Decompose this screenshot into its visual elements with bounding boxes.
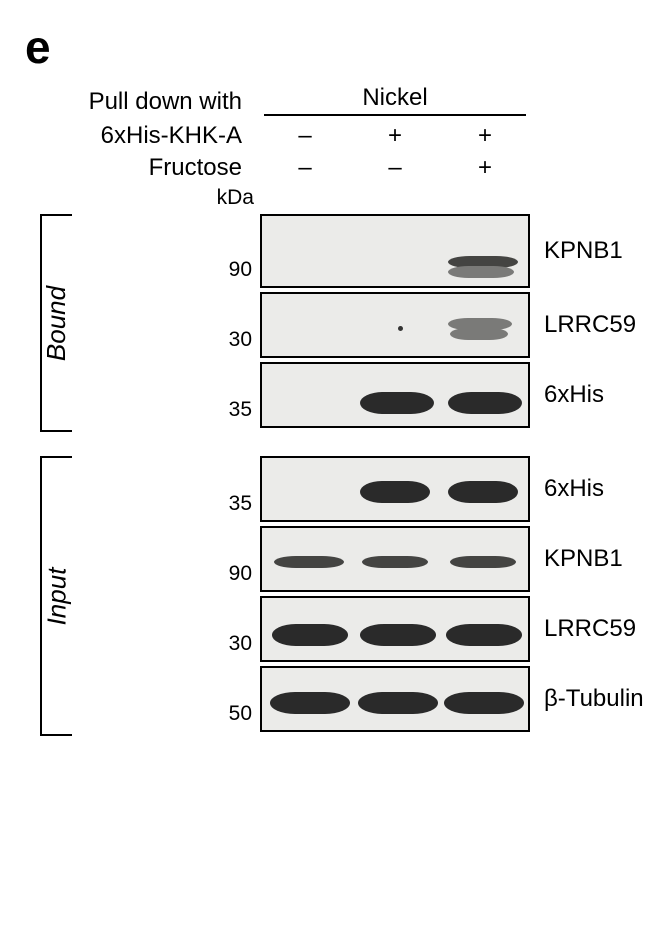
band [360,481,430,503]
blot-section-input: Input356xHis90KPNB130LRRC5950β-Tubulin [20,456,630,736]
blot-image [260,666,530,732]
band [450,328,508,340]
kda-label-row: kDa [80,186,630,210]
condition-value: + [440,154,530,182]
band [446,624,522,646]
band [448,392,522,414]
section-label-text: Input [42,567,73,625]
condition-value: – [260,122,350,150]
condition-row-2: Fructose – – + [20,154,630,182]
molecular-weight: 30 [80,328,260,358]
condition-value: + [350,122,440,150]
molecular-weight: 90 [80,562,260,592]
target-label: LRRC59 [530,615,650,643]
band [448,266,514,278]
blot-row: 90 KPNB1 [80,526,650,592]
blot-rows: 35 6xHis 90 KPNB1 30 LRRC59 50 β-Tubulin [80,456,650,736]
blot-section-bound: Bound90KPNB130LRRC59356xHis [20,214,630,432]
band [444,692,524,714]
condition-row-1: 6xHis-KHK-A – + + [20,122,630,150]
section-bracket: Input [40,456,72,736]
speck [398,326,403,331]
target-label: 6xHis [530,475,650,503]
blot-rows: 90 KPNB1 30 LRRC59 35 6xHis [80,214,650,432]
band [360,624,436,646]
figure-panel: e Pull down with Nickel 6xHis-KHK-A – + … [20,20,630,736]
pulldown-label: Pull down with [20,88,260,116]
blot-image [260,596,530,662]
blot-image [260,292,530,358]
band [358,692,438,714]
blot-row: 30 LRRC59 [80,292,650,358]
band [360,392,434,414]
panel-letter: e [25,20,630,74]
blot-row: 30 LRRC59 [80,596,650,662]
section-gap [20,432,630,452]
blot-image [260,214,530,288]
blot-row: 50 β-Tubulin [80,666,650,732]
condition-label: Fructose [20,154,260,182]
molecular-weight: 90 [80,258,260,288]
target-label: LRRC59 [530,311,650,339]
band [450,556,516,568]
band [362,556,428,568]
band [270,692,350,714]
condition-value: – [350,154,440,182]
blot-row: 90 KPNB1 [80,214,650,288]
target-label: 6xHis [530,381,650,409]
blot-image [260,526,530,592]
pulldown-value: Nickel [264,84,526,116]
band [274,556,344,568]
blot-image [260,456,530,522]
molecular-weight: 35 [80,398,260,428]
blot-image [260,362,530,428]
band [272,624,348,646]
molecular-weight: 35 [80,492,260,522]
condition-value: – [260,154,350,182]
kda-label: kDa [80,186,260,210]
band [448,481,518,503]
condition-label: 6xHis-KHK-A [20,122,260,150]
target-label: KPNB1 [530,237,650,265]
pulldown-header-row: Pull down with Nickel [20,84,630,116]
blot-row: 35 6xHis [80,362,650,428]
condition-value: + [440,122,530,150]
blot-row: 35 6xHis [80,456,650,522]
target-label: KPNB1 [530,545,650,573]
target-label: β-Tubulin [530,685,650,713]
molecular-weight: 50 [80,702,260,732]
section-bracket: Bound [40,214,72,432]
section-label-text: Bound [42,285,73,360]
molecular-weight: 30 [80,632,260,662]
